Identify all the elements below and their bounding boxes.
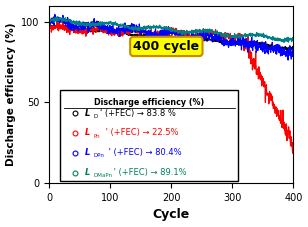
Text: DMaPn: DMaPn: [94, 173, 113, 178]
Text: Discharge efficiency (%): Discharge efficiency (%): [94, 98, 205, 107]
Text: ' (+FEC) → 89.1%: ' (+FEC) → 89.1%: [111, 168, 187, 177]
Text: ' (+FEC) → 22.5%: ' (+FEC) → 22.5%: [103, 128, 178, 137]
Text: ' (+FEC) → 83.8 %: ' (+FEC) → 83.8 %: [100, 109, 176, 118]
Text: L: L: [85, 128, 90, 137]
Text: L: L: [85, 168, 90, 177]
X-axis label: Cycle: Cycle: [152, 208, 190, 222]
Text: Pn: Pn: [94, 133, 100, 138]
Text: D: D: [94, 114, 98, 119]
FancyBboxPatch shape: [60, 90, 238, 180]
Text: 400 cycle: 400 cycle: [133, 40, 199, 53]
Y-axis label: Discharge efficiency (%): Discharge efficiency (%): [6, 23, 16, 166]
Text: DPn: DPn: [94, 153, 105, 158]
Text: L: L: [85, 148, 90, 157]
Text: ' (+FEC) → 80.4%: ' (+FEC) → 80.4%: [106, 148, 181, 157]
Text: L: L: [85, 109, 90, 118]
